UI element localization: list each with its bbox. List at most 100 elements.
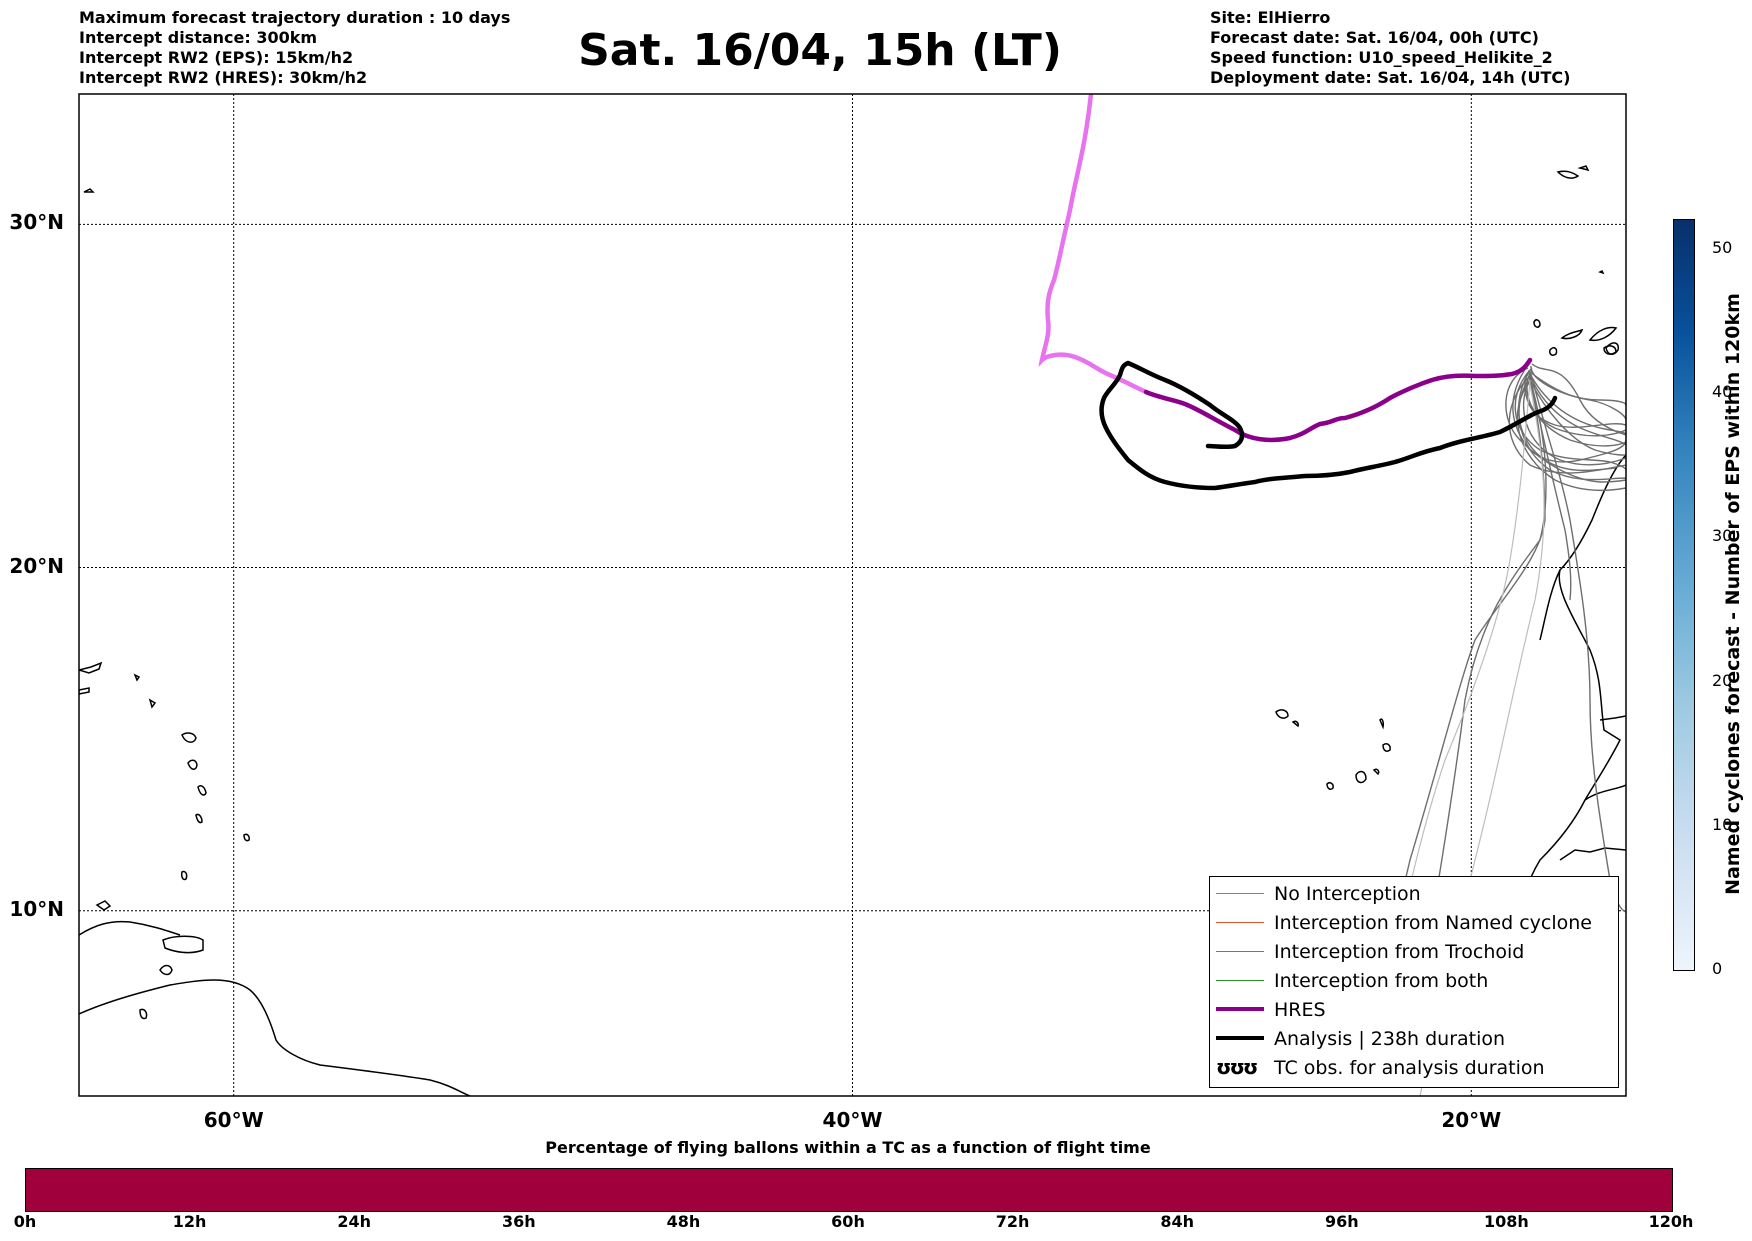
colorbar-right-label: Named cyclones forecast - Number of EPS … [1722, 293, 1744, 895]
eps-trajectory [1529, 373, 1626, 436]
coastline-madeira-east [1577, 165, 1590, 172]
lon-label: 60°W [203, 1108, 264, 1132]
lon-label: 20°W [1441, 1108, 1502, 1132]
colorbar-tick-label: 0h [13, 1212, 37, 1231]
eps-trajectory [1516, 382, 1626, 492]
coastline-caribbean-island [159, 964, 173, 976]
coastline-canary-island [1533, 319, 1541, 328]
coastline-island [181, 870, 188, 881]
coastline-caribbean-island [95, 900, 112, 911]
coastline-africa-coast [1599, 715, 1626, 721]
legend-line-sample [1216, 951, 1264, 952]
header-right-line: Forecast date: Sat. 16/04, 00h (UTC) [1210, 28, 1539, 47]
coastline-cape-verde-island [1382, 743, 1391, 752]
header-right-line: Site: ElHierro [1210, 8, 1331, 27]
coastline-lanzarote [1605, 342, 1620, 355]
coastline-island [243, 833, 250, 842]
colorbar-tick-label: 20 [1712, 670, 1733, 690]
legend-label: HRES [1274, 999, 1326, 1021]
map-gridlines [79, 94, 1626, 1096]
coastline-africa-coast [1559, 847, 1626, 861]
legend-item-trochoid: Interception from Trochoid [1210, 939, 1618, 967]
coastline-africa-west [1539, 569, 1561, 641]
coastline-venezuela-north [79, 920, 181, 936]
coastlines [79, 165, 1626, 1096]
map-frame [78, 93, 1627, 1097]
legend-item-no-interception: No Interception [1210, 881, 1618, 909]
colorbar-tick-label: 72h [995, 1212, 1030, 1231]
coastline-island [79, 687, 90, 695]
eps-trajectory [1529, 374, 1626, 446]
header-left-line: Maximum forecast trajectory duration : 1… [79, 8, 511, 27]
colorbar-tick-label: 24h [337, 1212, 372, 1231]
bottom-colorbar-title: Percentage of flying ballons within a TC… [545, 1138, 1151, 1157]
map-legend: No Interception Interception from Named … [1209, 876, 1619, 1088]
legend-label: Analysis | 238h duration [1274, 1028, 1506, 1050]
colorbar-tick-label: 36h [501, 1212, 536, 1231]
lat-label: 30°N [9, 210, 64, 235]
legend-label: No Interception [1274, 883, 1421, 905]
legend-line-sample [1216, 1007, 1264, 1011]
colorbar-tick-label: 60h [831, 1212, 865, 1231]
legend-item-both: Interception from both [1210, 968, 1618, 996]
colorbar-tick-label: 0 [1712, 959, 1723, 978]
legend-item-hres: HRES [1210, 997, 1618, 1025]
coastline-cape-verde-island [1275, 709, 1289, 719]
header-left-line: Intercept distance: 300km [79, 28, 318, 47]
lat-label: 20°N [9, 553, 64, 578]
colorbar-tick-label: 50 [1712, 237, 1733, 257]
coastline-island [181, 732, 197, 743]
legend-label: Interception from Named cyclone [1274, 912, 1592, 934]
eps-trajectory [1505, 367, 1626, 483]
coastline-cape-verde-island [1326, 782, 1334, 790]
legend-label: TC obs. for analysis duration [1274, 1057, 1545, 1079]
legend-item-named-cyclone: Interception from Named cyclone [1210, 910, 1618, 938]
eps-trajectory [1531, 363, 1626, 436]
legend-line-sample [1216, 1036, 1264, 1040]
colorbar-tick-label: 48h [666, 1212, 701, 1231]
flight-time-colorbar [25, 1168, 1673, 1212]
coastline-island [139, 1008, 148, 1020]
lon-label: 40°W [822, 1108, 883, 1132]
coastline-madeira [1556, 170, 1580, 179]
colorbar-tick-label: 10 [1712, 814, 1733, 834]
coastline-guadeloupe [187, 759, 198, 770]
legend-label: Interception from Trochoid [1274, 941, 1525, 963]
coastline-island [133, 673, 141, 682]
header-right-line: Deployment date: Sat. 16/04, 14h (UTC) [1210, 68, 1571, 87]
coastline-island [195, 813, 203, 824]
coastline-gran-canaria [1588, 326, 1618, 342]
coastline-cape-verde-island [1355, 770, 1367, 784]
coastline-cape-verde-island [1291, 720, 1299, 728]
coastline-cape-verde-island [1379, 718, 1384, 730]
header-right-line: Speed function: U10_speed_Helikite_2 [1210, 48, 1553, 67]
eps-trajectory [1522, 377, 1626, 466]
colorbar-tick-label: 96h [1324, 1212, 1359, 1231]
header-left: Maximum forecast trajectory duration : 1… [79, 8, 510, 88]
eps-trajectory [1526, 372, 1626, 447]
coastline-puerto-rico [79, 661, 103, 674]
lat-label: 10°N [9, 896, 64, 921]
page-title: Sat. 16/04, 15h (LT) [578, 25, 1062, 76]
header-left-line: Intercept RW2 (EPS): 15km/h2 [79, 48, 354, 67]
eps-trajectory [1529, 379, 1626, 456]
eps-trajectory [1394, 379, 1531, 961]
colorbar-tick-label: 12h [172, 1212, 207, 1231]
coastline-islet [1598, 269, 1605, 275]
header-right: Site: ElHierro Forecast date: Sat. 16/04… [1210, 8, 1570, 88]
legend-label: Interception from both [1274, 970, 1489, 992]
coastline-island [197, 785, 207, 796]
colorbar-tick-label: 30 [1712, 526, 1733, 546]
eps-trajectory [1525, 369, 1626, 428]
legend-item-analysis: Analysis | 238h duration [1210, 1026, 1618, 1054]
coastline-trinidad [162, 935, 204, 954]
eps-trajectory [1431, 379, 1547, 921]
header-left-line: Intercept RW2 (HRES): 30km/h2 [79, 68, 368, 87]
coastline-canary-island [1549, 347, 1558, 356]
analysis-trajectory [1099, 360, 1558, 491]
coastline-tenerife [1560, 328, 1584, 340]
coastline-africa-coast [1584, 784, 1626, 801]
coastline-cape-verde-island [1372, 768, 1380, 776]
legend-line-sample [1216, 922, 1264, 923]
eps-trajectory [1529, 371, 1626, 406]
